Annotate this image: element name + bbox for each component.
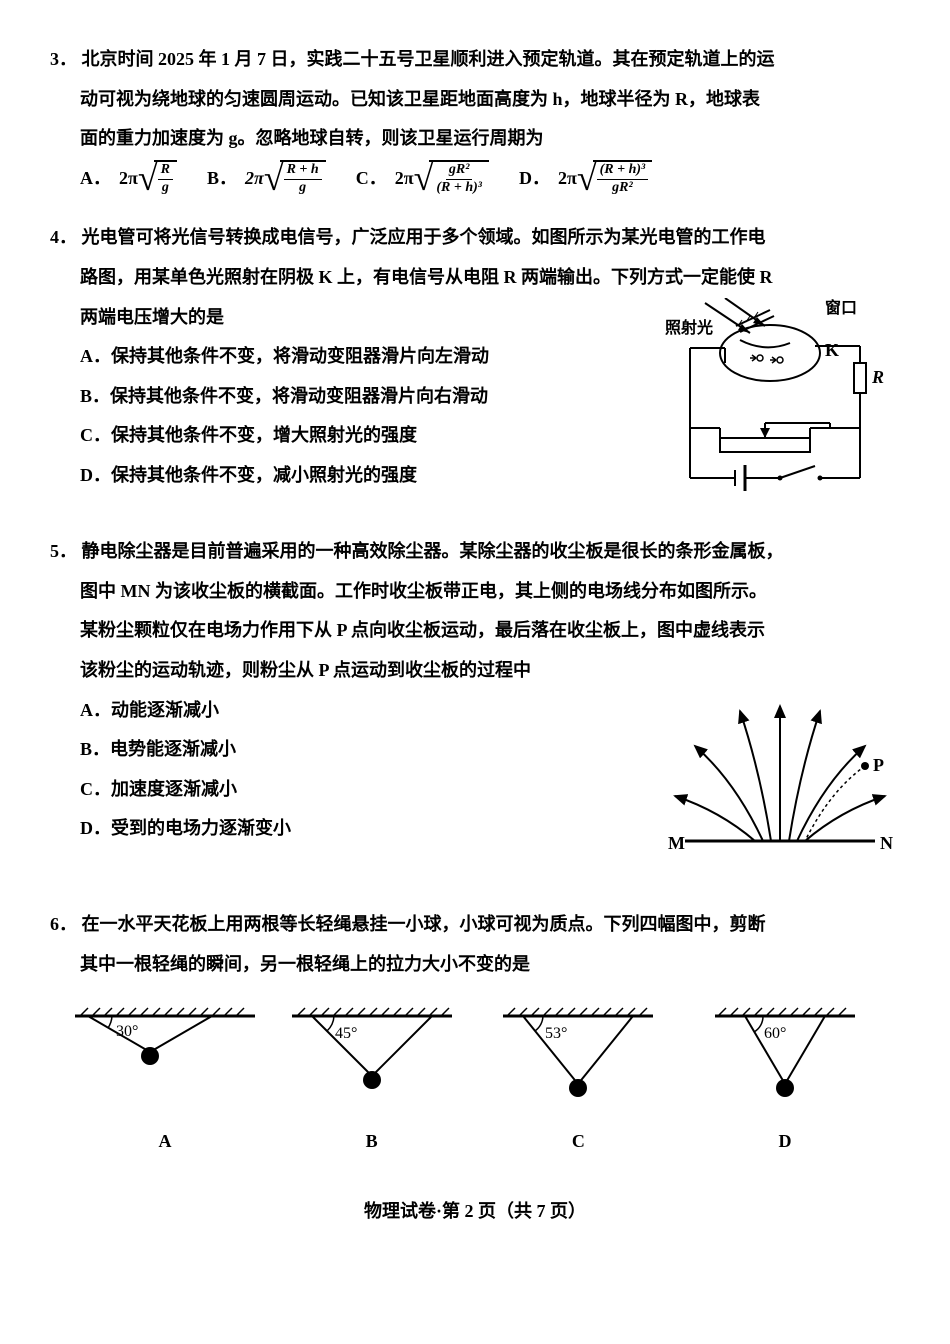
q3-option-c: C． 2π √ gR²(R + h)³ (356, 159, 489, 199)
q5-option-b: B．电势能逐渐减小 (50, 730, 645, 770)
q4-text-line3: 两端电压增大的是 (50, 298, 635, 338)
q5-field-figure: M N P (660, 691, 900, 886)
question-3: 3． 北京时间 2025 年 1 月 7 日，实践二十五号卫星顺利进入预定轨道。… (50, 40, 900, 198)
q6-diagrams: 30° A 45° B 53° C (50, 1004, 900, 1161)
q4-circuit-figure: 窗口 照射光 K R (650, 298, 900, 513)
q6-diagram-b: 45° B (277, 1004, 467, 1161)
q3-formula-c: 2π √ gR²(R + h)³ (395, 159, 489, 199)
q5-label-n: N (880, 833, 893, 853)
q6-text-line2: 其中一根轻绳的瞬间，另一根轻绳上的拉力大小不变的是 (50, 945, 900, 985)
svg-text:30°: 30° (116, 1023, 138, 1040)
q5-option-a: A．动能逐渐减小 (50, 691, 645, 731)
q3-number: 3． (50, 49, 77, 69)
q6-diagram-a: 30° A (70, 1004, 260, 1161)
q4-label-light: 照射光 (665, 318, 713, 337)
q5-text-line3: 某粉尘颗粒仅在电场力作用下从 P 点向收尘板运动，最后落在收尘板上，图中虚线表示 (50, 611, 900, 651)
question-5: 5． 静电除尘器是目前普遍采用的一种高效除尘器。某除尘器的收尘板是很长的条形金属… (50, 532, 900, 885)
q5-text-line1: 静电除尘器是目前普遍采用的一种高效除尘器。某除尘器的收尘板是很长的条形金属板， (82, 541, 784, 561)
q6-label-d: D (690, 1122, 880, 1162)
q3-text-line1: 北京时间 2025 年 1 月 7 日，实践二十五号卫星顺利进入预定轨道。其在预… (82, 49, 775, 69)
q4-option-c: C．保持其他条件不变，增大照射光的强度 (50, 416, 635, 456)
q6-label-b: B (277, 1122, 467, 1162)
svg-text:53°: 53° (545, 1025, 567, 1042)
q4-option-d: D．保持其他条件不变，减小照射光的强度 (50, 456, 635, 496)
q3-text-line3: 面的重力加速度为 g。忽略地球自转，则该卫星运行周期为 (50, 119, 900, 159)
q3-formula-d: 2π √ (R + h)³gR² (558, 159, 652, 199)
q3-option-d: D． 2π √ (R + h)³gR² (519, 159, 652, 199)
q4-option-b: B．保持其他条件不变，将滑动变阻器滑片向右滑动 (50, 377, 635, 417)
q3-option-a: A． 2π √ Rg (80, 159, 177, 199)
q5-label-m: M (668, 833, 685, 853)
q3-text-line2: 动可视为绕地球的匀速圆周运动。已知该卫星距地面高度为 h，地球半径为 R，地球表 (50, 80, 900, 120)
q3-options: A． 2π √ Rg B． 2π √ R + hg C． 2π √ gR² (50, 159, 900, 199)
q4-option-a: A．保持其他条件不变，将滑动变阻器滑片向左滑动 (50, 337, 635, 377)
q6-text-line1: 在一水平天花板上用两根等长轻绳悬挂一小球，小球可视为质点。下列四幅图中，剪断 (82, 914, 766, 934)
q4-number: 4． (50, 227, 77, 247)
svg-text:45°: 45° (335, 1025, 357, 1042)
q4-label-r: R (871, 367, 884, 387)
q3-formula-a: 2π √ Rg (119, 159, 177, 199)
q6-diagram-d: 60° D (690, 1004, 880, 1161)
q6-number: 6． (50, 914, 77, 934)
question-6: 6． 在一水平天花板上用两根等长轻绳悬挂一小球，小球可视为质点。下列四幅图中，剪… (50, 905, 900, 984)
question-4: 4． 光电管可将光信号转换成电信号，广泛应用于多个领域。如图所示为某光电管的工作… (50, 218, 900, 512)
q4-text-line1: 光电管可将光信号转换成电信号，广泛应用于多个领域。如图所示为某光电管的工作电 (82, 227, 766, 247)
q5-option-d: D．受到的电场力逐渐变小 (50, 809, 645, 849)
svg-text:60°: 60° (764, 1025, 786, 1042)
q3-formula-b: 2π √ R + hg (245, 159, 326, 199)
q4-text-line2: 路图，用某单色光照射在阴极 K 上，有电信号从电阻 R 两端输出。下列方式一定能… (50, 258, 900, 298)
q5-label-p: P (873, 755, 884, 775)
page-footer: 物理试卷·第 2 页（共 7 页） (50, 1192, 900, 1232)
q6-label-a: A (70, 1122, 260, 1162)
q5-text-line4: 该粉尘的运动轨迹，则粉尘从 P 点运动到收尘板的过程中 (50, 651, 900, 691)
q5-option-c: C．加速度逐渐减小 (50, 770, 645, 810)
q4-label-k: K (825, 340, 839, 360)
q4-label-window: 窗口 (825, 298, 857, 317)
q5-number: 5． (50, 541, 77, 561)
q6-diagram-c: 53° C (483, 1004, 673, 1161)
q6-label-c: C (483, 1122, 673, 1162)
q3-option-b: B． 2π √ R + hg (207, 159, 326, 199)
q5-text-line2: 图中 MN 为该收尘板的横截面。工作时收尘板带正电，其上侧的电场线分布如图所示。 (50, 572, 900, 612)
